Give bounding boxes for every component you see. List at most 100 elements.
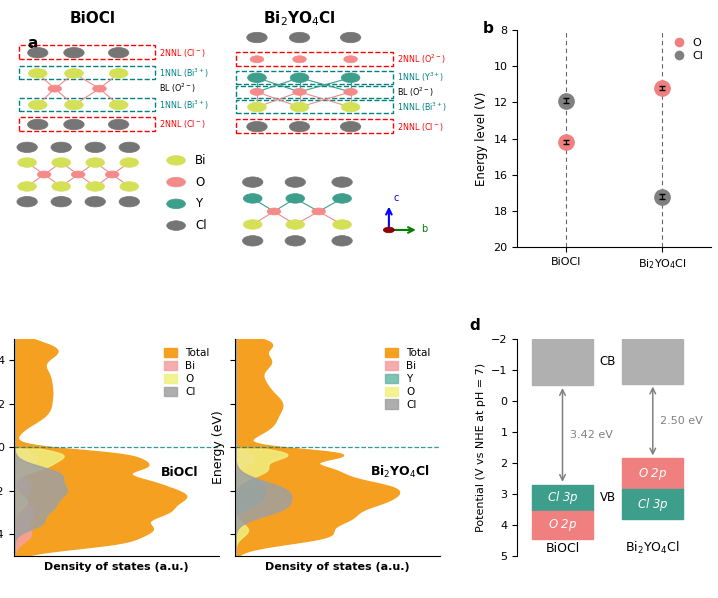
- Bar: [19, 117, 155, 130]
- Circle shape: [341, 102, 360, 112]
- Text: Bi: Bi: [195, 154, 207, 167]
- Circle shape: [290, 102, 309, 112]
- Circle shape: [108, 47, 129, 58]
- Circle shape: [243, 177, 263, 187]
- Circle shape: [51, 142, 71, 152]
- Circle shape: [29, 69, 47, 78]
- X-axis label: Density of states (a.u.): Density of states (a.u.): [45, 562, 189, 572]
- Text: BiOCl: BiOCl: [70, 11, 116, 26]
- Bar: [236, 51, 393, 66]
- Bar: [19, 45, 155, 59]
- Circle shape: [48, 85, 62, 92]
- Bar: [236, 86, 393, 97]
- Text: BL (O$^{2-}$): BL (O$^{2-}$): [159, 82, 196, 95]
- Circle shape: [286, 219, 304, 229]
- Circle shape: [120, 158, 139, 167]
- Y-axis label: Energy level (V): Energy level (V): [475, 91, 488, 186]
- Circle shape: [17, 197, 37, 207]
- Circle shape: [250, 56, 264, 63]
- Bar: [236, 100, 393, 113]
- Text: Y: Y: [195, 197, 202, 210]
- Bar: [623, 338, 684, 384]
- Text: c: c: [393, 193, 398, 203]
- Bar: [623, 489, 684, 519]
- Circle shape: [85, 142, 106, 152]
- Text: 3.42 eV: 3.42 eV: [570, 430, 612, 440]
- Text: 1NNL (Y$^{3+}$): 1NNL (Y$^{3+}$): [398, 71, 444, 84]
- Text: BiOCl: BiOCl: [161, 466, 198, 478]
- Circle shape: [312, 208, 325, 215]
- Circle shape: [71, 171, 85, 178]
- Text: O 2$p$: O 2$p$: [638, 466, 668, 482]
- X-axis label: Density of states (a.u.): Density of states (a.u.): [266, 562, 410, 572]
- Text: BL (O$^{2-}$): BL (O$^{2-}$): [398, 85, 434, 99]
- Circle shape: [383, 227, 394, 233]
- Circle shape: [119, 197, 139, 207]
- Circle shape: [247, 121, 267, 132]
- Circle shape: [167, 178, 185, 187]
- Circle shape: [65, 100, 83, 109]
- Text: CB: CB: [600, 355, 616, 368]
- Circle shape: [64, 119, 84, 130]
- Legend: Total, Bi, Y, O, Cl: Total, Bi, Y, O, Cl: [381, 344, 435, 414]
- Text: Cl 3$p$: Cl 3$p$: [546, 489, 578, 507]
- Circle shape: [27, 47, 48, 58]
- Circle shape: [109, 69, 128, 78]
- Circle shape: [18, 182, 37, 191]
- Bar: [19, 97, 155, 111]
- Circle shape: [250, 89, 264, 95]
- Text: 1NNL (Bi$^{3+}$): 1NNL (Bi$^{3+}$): [159, 67, 209, 80]
- Text: b: b: [482, 21, 493, 36]
- Text: 1NNL (Bi$^{3+}$): 1NNL (Bi$^{3+}$): [159, 98, 209, 112]
- Y-axis label: Potential (V vs NHE at pH = 7): Potential (V vs NHE at pH = 7): [475, 363, 485, 532]
- Text: 1NNL (Bi$^{3+}$): 1NNL (Bi$^{3+}$): [398, 100, 447, 114]
- Circle shape: [65, 69, 83, 78]
- Circle shape: [289, 121, 309, 132]
- Circle shape: [289, 32, 309, 42]
- Text: 2NNL (Cl$^-$): 2NNL (Cl$^-$): [159, 47, 205, 59]
- Circle shape: [290, 73, 309, 83]
- Text: O: O: [195, 176, 205, 188]
- Circle shape: [106, 171, 119, 178]
- Circle shape: [247, 32, 267, 42]
- Text: BiOCl: BiOCl: [546, 542, 579, 555]
- Bar: [532, 485, 593, 511]
- Circle shape: [340, 32, 361, 42]
- Circle shape: [341, 73, 360, 83]
- Text: O 2$p$: O 2$p$: [548, 517, 577, 533]
- Text: 2NNL (Cl$^-$): 2NNL (Cl$^-$): [159, 118, 205, 130]
- Circle shape: [108, 119, 129, 130]
- Circle shape: [167, 199, 185, 209]
- Circle shape: [27, 119, 48, 130]
- Bar: [236, 71, 393, 84]
- Circle shape: [243, 219, 262, 229]
- Circle shape: [86, 158, 105, 167]
- Circle shape: [332, 219, 351, 229]
- Circle shape: [332, 194, 351, 203]
- Text: Bi$_2$YO$_4$Cl: Bi$_2$YO$_4$Cl: [625, 541, 680, 556]
- Circle shape: [51, 197, 71, 207]
- Text: VB: VB: [600, 492, 616, 504]
- Circle shape: [344, 56, 358, 63]
- Circle shape: [109, 100, 128, 109]
- Circle shape: [243, 194, 262, 203]
- Circle shape: [332, 177, 353, 187]
- Circle shape: [248, 102, 266, 112]
- Text: Cl 3$p$: Cl 3$p$: [637, 496, 668, 512]
- Circle shape: [52, 182, 70, 191]
- Text: d: d: [469, 318, 480, 333]
- Circle shape: [293, 89, 307, 95]
- Circle shape: [85, 197, 106, 207]
- Text: 2NNL (Cl$^-$): 2NNL (Cl$^-$): [398, 121, 444, 133]
- Circle shape: [267, 208, 281, 215]
- Text: Cl: Cl: [195, 219, 207, 232]
- Text: 2.50 eV: 2.50 eV: [660, 416, 703, 426]
- Circle shape: [37, 171, 51, 178]
- Circle shape: [119, 142, 139, 152]
- Text: Bi$_2$YO$_4$Cl: Bi$_2$YO$_4$Cl: [264, 10, 336, 28]
- Circle shape: [332, 236, 353, 246]
- Circle shape: [243, 236, 263, 246]
- Legend: Total, Bi, O, Cl: Total, Bi, O, Cl: [160, 344, 214, 401]
- Circle shape: [285, 177, 305, 187]
- Text: Bi$_2$YO$_4$Cl: Bi$_2$YO$_4$Cl: [370, 463, 430, 480]
